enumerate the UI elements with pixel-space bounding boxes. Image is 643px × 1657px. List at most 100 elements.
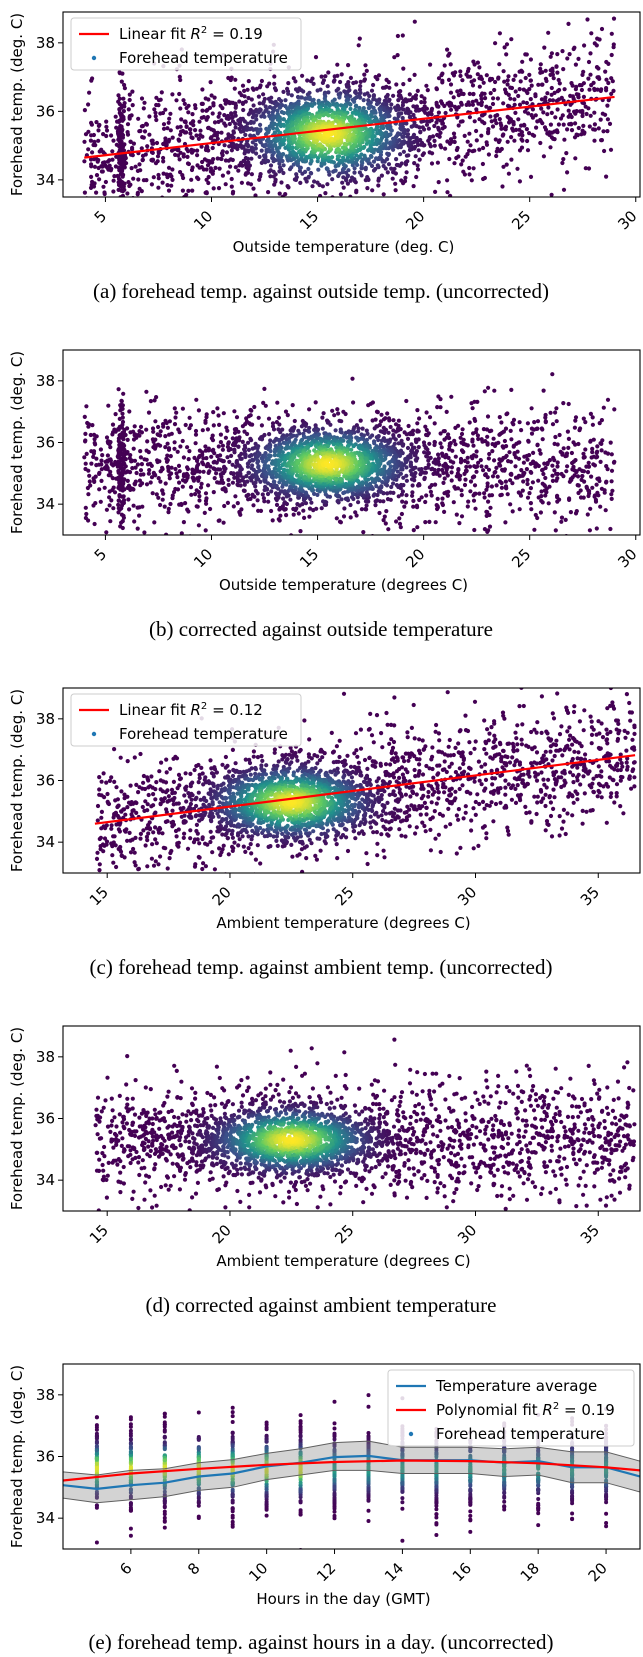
data-point bbox=[517, 179, 523, 184]
data-point bbox=[96, 138, 101, 143]
data-point bbox=[609, 492, 614, 497]
data-point bbox=[560, 113, 565, 118]
data-point bbox=[508, 478, 513, 483]
data-point bbox=[228, 77, 233, 83]
data-point bbox=[410, 493, 415, 498]
data-point bbox=[543, 95, 548, 100]
data-point bbox=[508, 96, 513, 101]
data-point bbox=[243, 132, 248, 137]
data-point bbox=[123, 432, 128, 438]
legend-fit-label: Linear fit R2 = 0.19 bbox=[119, 25, 263, 43]
data-point bbox=[124, 161, 129, 166]
data-point bbox=[351, 400, 356, 405]
data-point bbox=[200, 101, 205, 106]
data-point bbox=[251, 120, 256, 125]
data-point bbox=[432, 421, 437, 426]
data-point bbox=[283, 98, 288, 103]
data-point bbox=[164, 532, 169, 535]
data-point bbox=[477, 84, 482, 89]
data-point bbox=[157, 459, 162, 464]
data-point bbox=[177, 74, 182, 79]
data-point bbox=[259, 114, 264, 119]
data-point bbox=[143, 203, 147, 207]
data-point bbox=[266, 499, 271, 504]
data-point bbox=[566, 114, 571, 119]
data-point bbox=[468, 143, 473, 148]
data-point bbox=[410, 490, 415, 495]
data-point bbox=[169, 183, 174, 188]
data-point bbox=[281, 110, 286, 116]
data-point bbox=[277, 422, 282, 427]
data-point bbox=[322, 204, 326, 208]
data-point bbox=[149, 182, 154, 187]
data-point bbox=[257, 177, 262, 182]
data-point bbox=[291, 76, 296, 81]
data-point bbox=[154, 492, 159, 497]
data-point bbox=[227, 121, 232, 127]
legend-point-swatch bbox=[91, 55, 97, 61]
data-point bbox=[233, 105, 238, 110]
data-point bbox=[521, 460, 527, 465]
data-point bbox=[536, 82, 541, 87]
data-point bbox=[225, 455, 230, 460]
data-point bbox=[502, 79, 507, 84]
data-point bbox=[411, 184, 416, 189]
data-point bbox=[137, 186, 142, 191]
data-point bbox=[281, 496, 286, 501]
data-point bbox=[601, 129, 606, 134]
data-point bbox=[149, 475, 155, 480]
data-point bbox=[477, 491, 482, 496]
data-point bbox=[505, 78, 510, 83]
data-point bbox=[180, 438, 185, 444]
data-point bbox=[150, 150, 155, 155]
data-point bbox=[518, 79, 523, 84]
legend-box bbox=[70, 17, 302, 71]
data-point bbox=[116, 93, 121, 98]
data-point bbox=[483, 472, 488, 478]
data-point bbox=[368, 435, 373, 440]
data-point bbox=[150, 205, 154, 209]
data-point bbox=[296, 540, 300, 544]
data-point bbox=[334, 88, 339, 93]
data-point bbox=[271, 150, 276, 155]
data-point bbox=[360, 426, 365, 431]
data-point bbox=[555, 464, 560, 469]
data-point bbox=[396, 418, 401, 423]
data-point bbox=[251, 87, 256, 92]
data-point bbox=[245, 479, 250, 484]
data-point bbox=[176, 147, 181, 152]
data-point bbox=[389, 484, 394, 490]
data-point bbox=[611, 45, 616, 50]
data-point bbox=[258, 172, 263, 177]
data-point bbox=[434, 87, 439, 92]
data-point bbox=[595, 490, 600, 495]
data-point bbox=[401, 213, 405, 217]
data-point bbox=[479, 464, 484, 469]
data-point bbox=[610, 488, 615, 493]
data-point bbox=[581, 123, 586, 128]
data-point bbox=[415, 88, 420, 93]
data-point bbox=[126, 497, 131, 502]
data-point bbox=[498, 493, 503, 498]
data-point bbox=[220, 173, 225, 178]
data-point bbox=[406, 423, 411, 429]
data-point bbox=[479, 93, 484, 98]
data-point bbox=[319, 506, 324, 511]
data-point bbox=[308, 170, 313, 176]
data-point bbox=[513, 110, 518, 115]
data-point bbox=[411, 528, 416, 533]
data-point bbox=[512, 452, 517, 457]
data-point bbox=[436, 125, 441, 130]
data-point bbox=[451, 131, 457, 136]
data-point bbox=[175, 487, 181, 492]
data-point bbox=[448, 193, 453, 197]
data-point bbox=[580, 128, 585, 133]
data-point bbox=[216, 186, 222, 191]
data-point bbox=[168, 454, 173, 459]
data-point bbox=[108, 212, 112, 216]
data-point bbox=[362, 72, 367, 77]
data-point bbox=[178, 106, 183, 111]
data-point bbox=[165, 458, 170, 463]
data-point bbox=[212, 476, 217, 481]
data-point bbox=[218, 467, 223, 472]
